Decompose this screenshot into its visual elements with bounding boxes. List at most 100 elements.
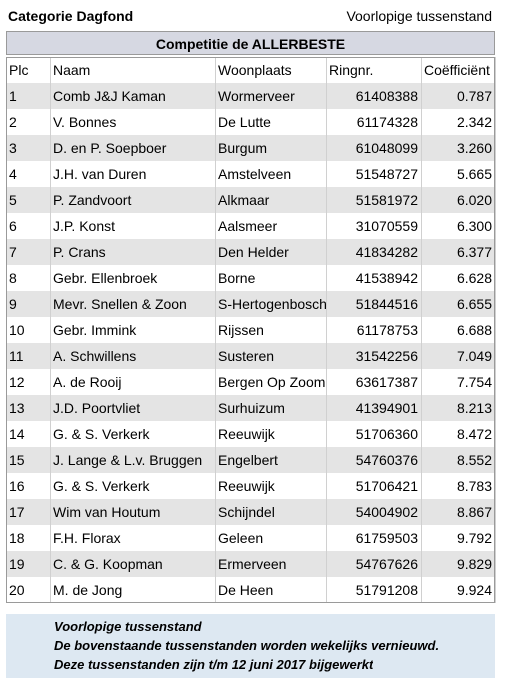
table-cell: 15: [9, 452, 25, 468]
table-cell: 5: [9, 192, 17, 208]
column-divider: [326, 57, 327, 603]
table-title: Competitie de ALLERBESTE: [6, 31, 495, 55]
table-cell: Burgum: [218, 140, 268, 156]
table-cell: 6.020: [456, 192, 492, 208]
table-cell: Amstelveen: [218, 166, 292, 182]
table-cell: P. Crans: [53, 244, 106, 260]
table-cell: Rijssen: [218, 322, 264, 338]
table-cell: 6.688: [456, 322, 492, 338]
category-label: Categorie Dagfond: [8, 8, 134, 24]
row-stripe: [6, 239, 495, 265]
table-cell: Alkmaar: [218, 192, 270, 208]
table-cell: 63617387: [355, 374, 418, 390]
table-cell: Wormerveer: [218, 88, 295, 104]
table-cell: 51706360: [355, 426, 418, 442]
status-label: Voorlopige tussenstand: [346, 8, 492, 24]
table-cell: 5.665: [456, 166, 492, 182]
table-cell: Reeuwijk: [218, 426, 275, 442]
table-cell: 51706421: [355, 478, 418, 494]
table-cell: 8.472: [456, 426, 492, 442]
table-cell: 54760376: [355, 452, 418, 468]
table-cell: 54767626: [355, 556, 418, 572]
table-cell: S-Hertogenbosch: [218, 296, 326, 312]
table-cell: 17: [9, 504, 25, 520]
table-cell: 9: [9, 296, 17, 312]
table-cell: Reeuwijk: [218, 478, 275, 494]
table-cell: D. en P. Soepboer: [53, 140, 167, 156]
column-divider: [421, 57, 422, 603]
table-cell: 7.754: [456, 374, 492, 390]
table-cell: 6.300: [456, 218, 492, 234]
table-cell: Surhuizum: [218, 400, 285, 416]
column-header: Coëfficiënt: [424, 62, 490, 78]
column-header: Ringnr.: [329, 62, 374, 78]
column-divider: [215, 57, 216, 603]
column-header: Plc: [9, 62, 29, 78]
table-cell: 0.787: [456, 88, 492, 104]
table-cell: Borne: [218, 270, 256, 286]
table-cell: De Heen: [218, 582, 274, 598]
table-cell: 9.829: [456, 556, 492, 572]
table-cell: Comb J&J Kaman: [53, 88, 166, 104]
footer-line: Voorlopige tussenstand: [54, 619, 202, 634]
table-cell: 6: [9, 218, 17, 234]
table-cell: 11: [9, 348, 24, 364]
table-cell: 8.213: [456, 400, 492, 416]
table-cell: J.D. Poortvliet: [53, 400, 141, 416]
row-stripe: [6, 83, 495, 109]
table-cell: 3.260: [456, 140, 492, 156]
table-cell: 51581972: [355, 192, 418, 208]
table-cell: J.P. Konst: [53, 218, 116, 234]
table-cell: Wim van Houtum: [53, 504, 161, 520]
row-stripe: [6, 291, 495, 317]
table-cell: 61759503: [355, 530, 418, 546]
table-cell: 4: [9, 166, 17, 182]
table-cell: 61048099: [355, 140, 418, 156]
table-cell: 3: [9, 140, 17, 156]
table-cell: 51548727: [355, 166, 418, 182]
table-cell: Susteren: [218, 348, 275, 364]
table-cell: C. & G. Koopman: [53, 556, 163, 572]
table-cell: 2.342: [456, 114, 492, 130]
table-cell: P. Zandvoort: [53, 192, 132, 208]
table-cell: A. de Rooij: [53, 374, 122, 390]
table-cell: Aalsmeer: [218, 218, 278, 234]
column-header: Naam: [53, 62, 91, 78]
table-cell: Bergen Op Zoom: [218, 374, 326, 390]
table-cell: 51791208: [355, 582, 418, 598]
table-cell: 2: [9, 114, 17, 130]
table-cell: 19: [9, 556, 25, 572]
row-stripe: [6, 395, 495, 421]
row-stripe: [6, 551, 495, 577]
table-cell: 31542256: [355, 348, 418, 364]
column-divider: [50, 57, 51, 603]
footer-line: Deze tussenstanden zijn t/m 12 juni 2017…: [54, 657, 374, 672]
row-stripe: [6, 135, 495, 161]
table-cell: 6.628: [456, 270, 492, 286]
table-cell: 13: [9, 400, 25, 416]
table-cell: J.H. van Duren: [53, 166, 147, 182]
table-cell: M. de Jong: [53, 582, 123, 598]
table-cell: G. & S. Verkerk: [53, 426, 150, 442]
table-cell: 41538942: [355, 270, 418, 286]
footer: Voorlopige tussenstand De bovenstaande tu…: [6, 614, 495, 678]
table-cell: 8.552: [456, 452, 492, 468]
row-stripe: [6, 187, 495, 213]
table-cell: 8.867: [456, 504, 492, 520]
table-cell: 1: [9, 88, 17, 104]
footer-line: De bovenstaande tussenstanden worden wek…: [54, 638, 440, 653]
row-stripe: [6, 447, 495, 473]
table-cell: De Lutte: [218, 114, 271, 130]
table-cell: Schijndel: [218, 504, 275, 520]
table-cell: 51844516: [355, 296, 418, 312]
table-border: [6, 57, 495, 603]
table-cell: 14: [9, 426, 25, 442]
table-cell: Ermerveen: [218, 556, 287, 572]
table-cell: 10: [9, 322, 25, 338]
table-cell: 61178753: [356, 322, 418, 338]
table-cell: A. Schwillens: [53, 348, 137, 364]
table-cell: Gebr. Immink: [53, 322, 137, 338]
table-cell: V. Bonnes: [53, 114, 117, 130]
column-header: Woonplaats: [218, 62, 292, 78]
